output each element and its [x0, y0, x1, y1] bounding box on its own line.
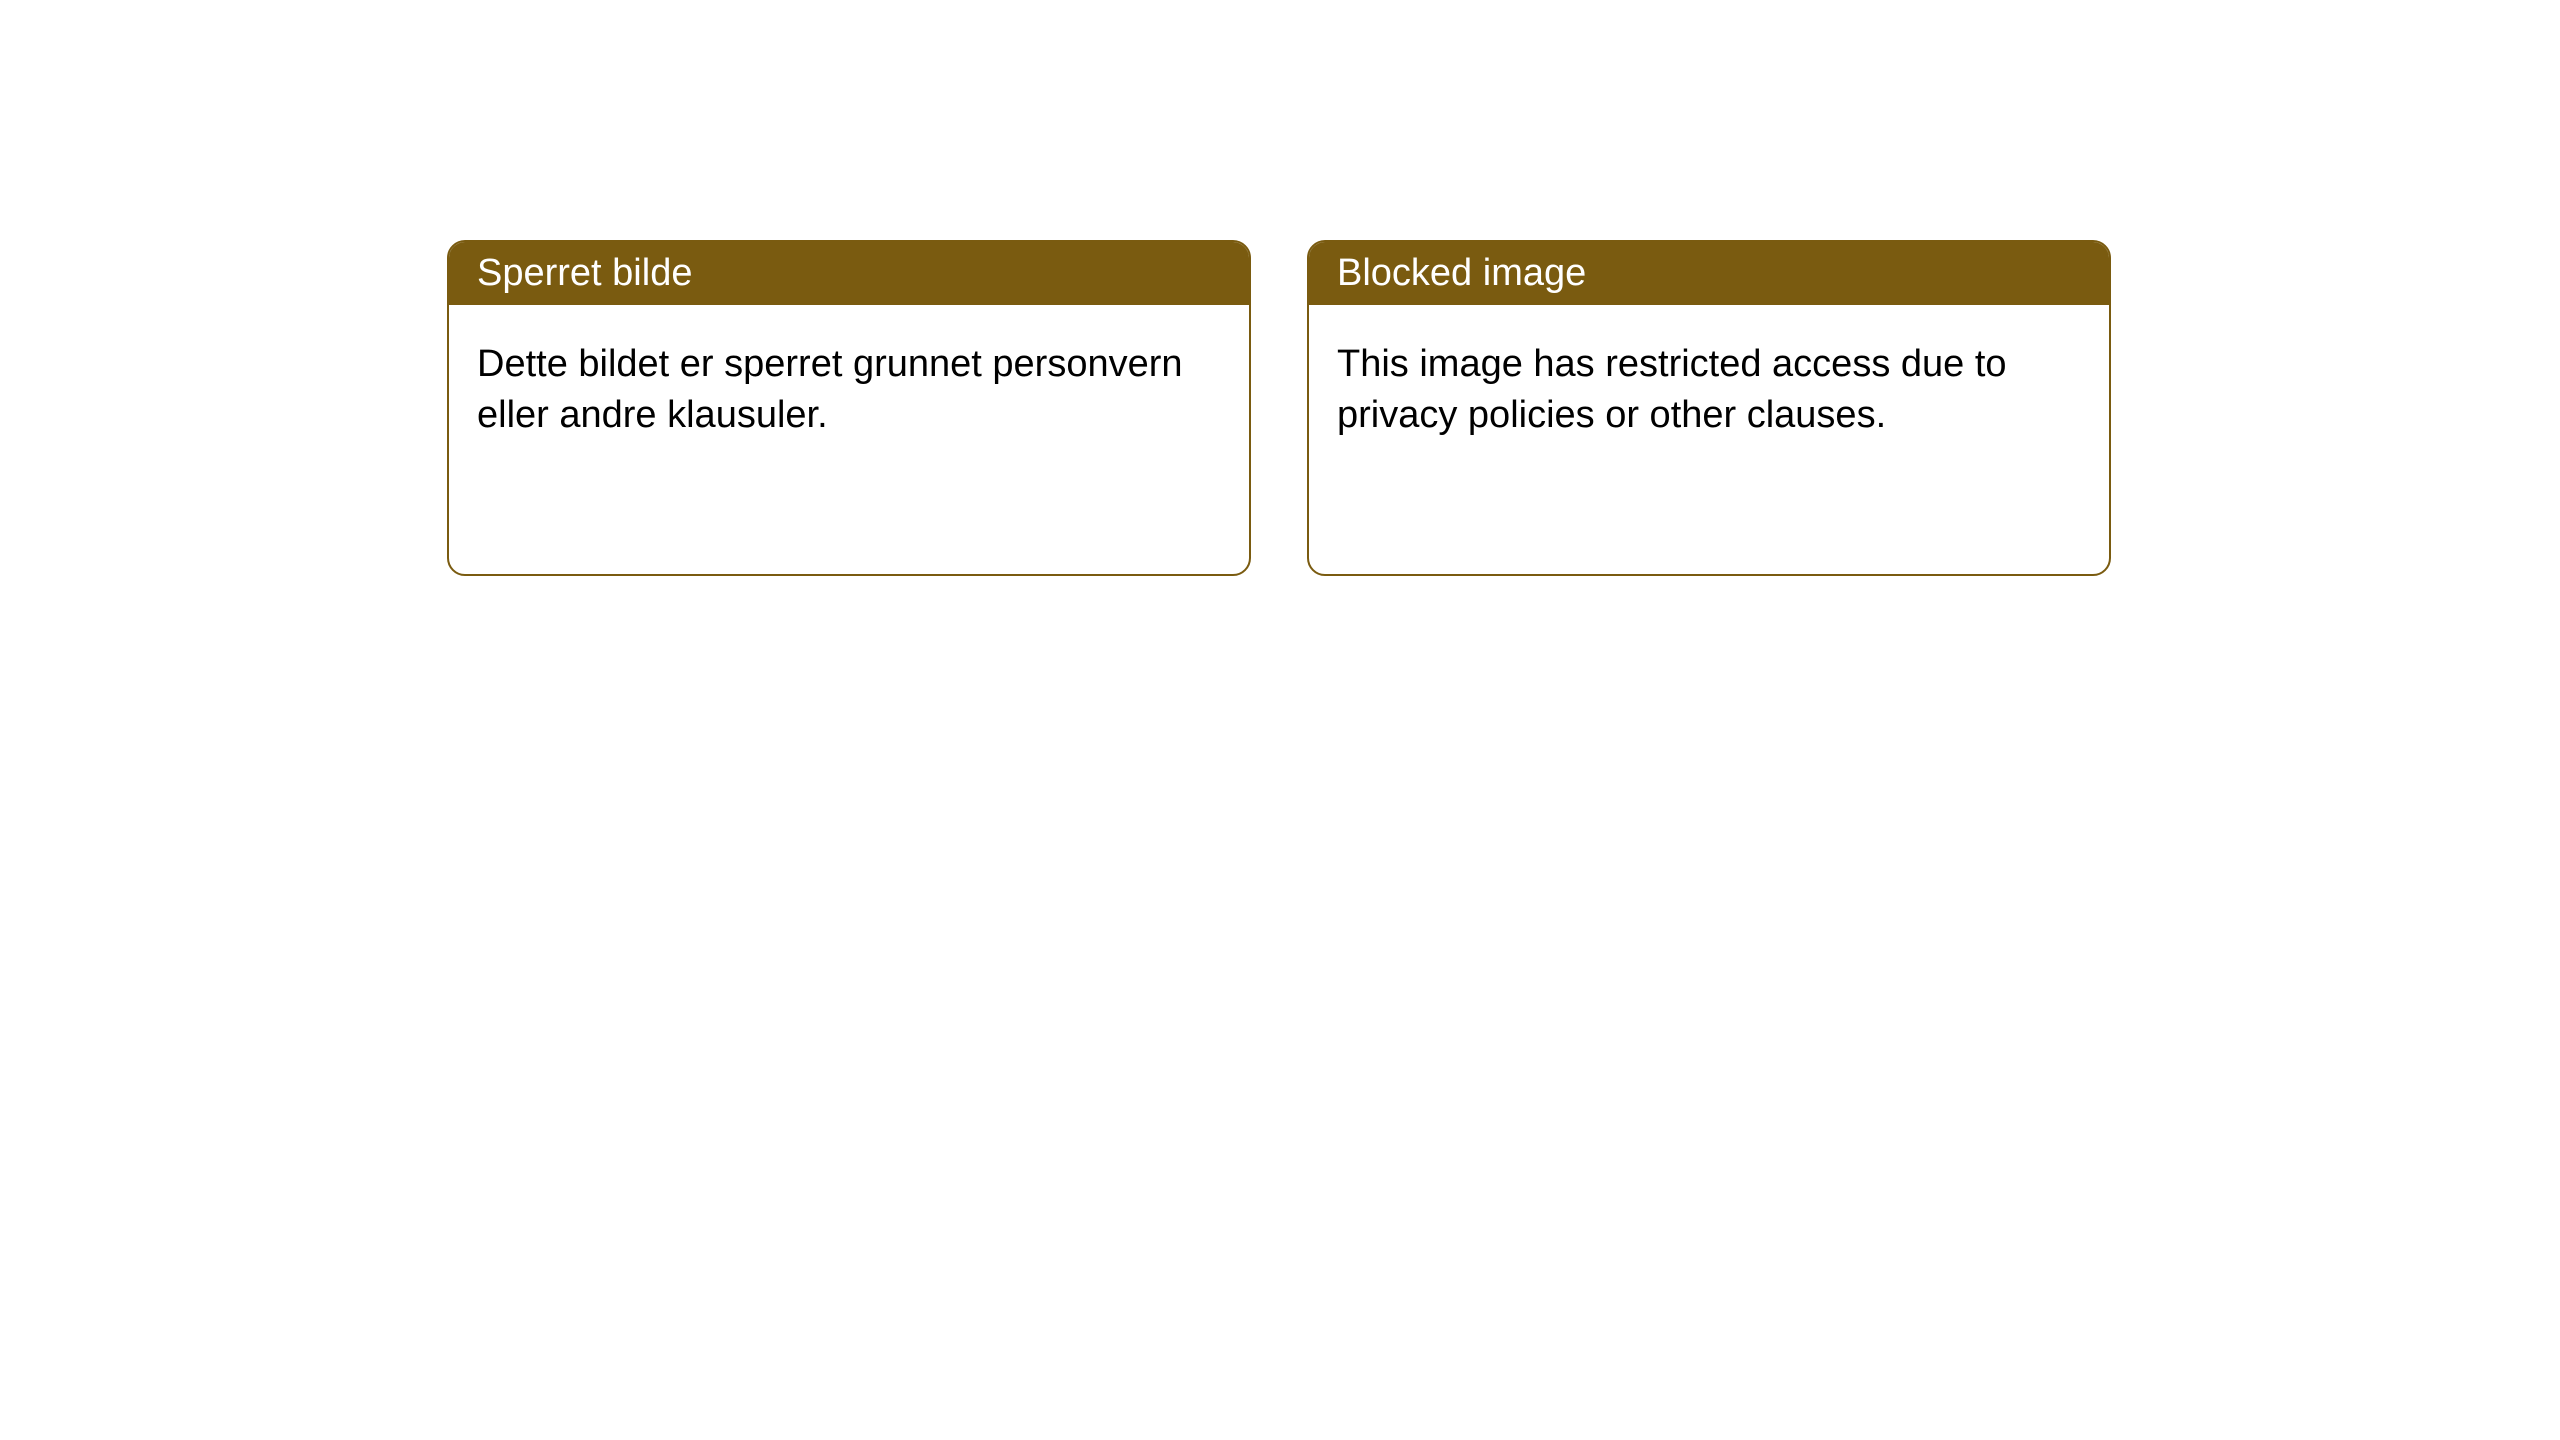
card-title: Sperret bilde — [477, 252, 692, 294]
card-body: Dette bildet er sperret grunnet personve… — [449, 305, 1249, 476]
blocked-image-card-no: Sperret bilde Dette bildet er sperret gr… — [447, 240, 1251, 576]
card-message: This image has restricted access due to … — [1337, 343, 2007, 436]
card-header: Sperret bilde — [449, 242, 1249, 305]
card-title: Blocked image — [1337, 252, 1586, 294]
blocked-image-card-en: Blocked image This image has restricted … — [1307, 240, 2111, 576]
card-container: Sperret bilde Dette bildet er sperret gr… — [0, 0, 2560, 576]
card-message: Dette bildet er sperret grunnet personve… — [477, 343, 1183, 436]
card-header: Blocked image — [1309, 242, 2109, 305]
card-body: This image has restricted access due to … — [1309, 305, 2109, 476]
